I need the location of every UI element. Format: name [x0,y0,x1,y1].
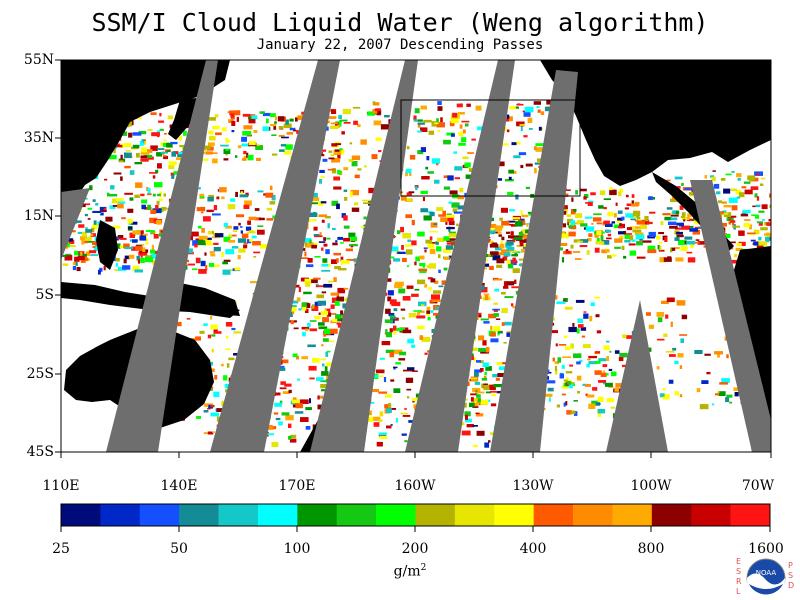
colorbar-swatch [218,504,259,526]
units-text: g/m [393,563,421,580]
land-philippines [96,220,118,270]
map-frame [60,59,772,453]
lat-label-25s: 25S [26,366,54,382]
colorbar-swatch [573,504,613,526]
land-new-guinea [175,282,240,316]
swath-gap-2 [106,60,218,452]
units-superscript: 2 [420,563,427,573]
noaa-emblem-icon: NOAA [746,558,786,598]
lat-label-35n: 35N [23,130,54,146]
colorbar-swatch [415,504,456,526]
lat-label-5s: 5S [35,287,55,303]
colorbar-swatch [494,504,534,526]
noaa-text: NOAA [756,569,777,577]
lat-label-55n: 55N [23,52,54,68]
logo-letter-s2: S [788,571,794,580]
colorbar-swatch [612,504,653,526]
lat-label-45s: 45S [26,444,54,460]
colorbar-label-200: 200 [401,541,429,557]
swath-gap-6 [490,70,578,452]
colorbar-label-1600: 1600 [748,541,784,557]
map-title: SSM/I Cloud Liquid Water (Weng algorithm… [91,8,709,37]
colorbar-ticks [60,526,771,532]
swath-gap-8 [690,180,771,452]
colorbar-swatch [179,504,219,526]
colorbar [60,503,771,527]
data-gaps [61,60,771,452]
land-north-america [540,60,771,186]
colorbar-label-800: 800 [637,541,665,557]
logo-letter-p: P [788,561,793,570]
colorbar-swatch [730,504,771,526]
colorbar-swatch [691,504,731,526]
colorbar-swatch [257,504,298,526]
swath-gap-4 [310,60,418,452]
swath-gap-1 [61,188,90,260]
colorbar-label-400: 400 [519,541,547,557]
lat-ticks [55,59,61,453]
esrl-psd-logo: E S R L NOAA P S D [734,558,796,598]
logo-letter-s: S [736,567,742,576]
lon-label-140e: 140E [160,478,198,494]
lon-label-130w: 130W [512,478,554,494]
map-subtitle: January 22, 2007 Descending Passes [256,37,544,53]
swath-gap-5 [405,60,515,452]
logo-letter-l: L [736,587,741,596]
lon-label-110e: 110E [42,478,80,494]
colorbar-swatch [139,504,180,526]
colorbar-swatch [100,504,141,526]
lon-label-70w: 70W [741,478,775,494]
lon-label-160w: 160W [394,478,436,494]
highlight-region-box [400,99,581,197]
land-asia [61,60,230,220]
logo-letter-r: R [736,577,742,586]
lon-label-100w: 100W [630,478,672,494]
colorbar-swatch [376,504,416,526]
colorbar-label-25: 25 [52,541,70,557]
swath-gap-7 [606,300,668,452]
lat-label-15n: 15N [23,208,54,224]
colorbar-label-50: 50 [170,541,188,557]
logo-letter-d: D [788,581,795,590]
colorbar-units: g/m2 [380,563,440,580]
colorbar-swatch [336,504,377,526]
colorbar-swatch [651,504,692,526]
swath-gap-3 [210,60,340,452]
colorbar-swatch [297,504,338,526]
colorbar-swatch [454,504,495,526]
land-japan [168,98,200,140]
colorbar-swatch [61,504,101,526]
colorbar-swatch [533,504,574,526]
logo-letter-e: E [736,557,742,566]
lon-ticks [60,452,772,458]
colorbar-label-100: 100 [283,541,311,557]
lon-label-170e: 170E [278,478,316,494]
